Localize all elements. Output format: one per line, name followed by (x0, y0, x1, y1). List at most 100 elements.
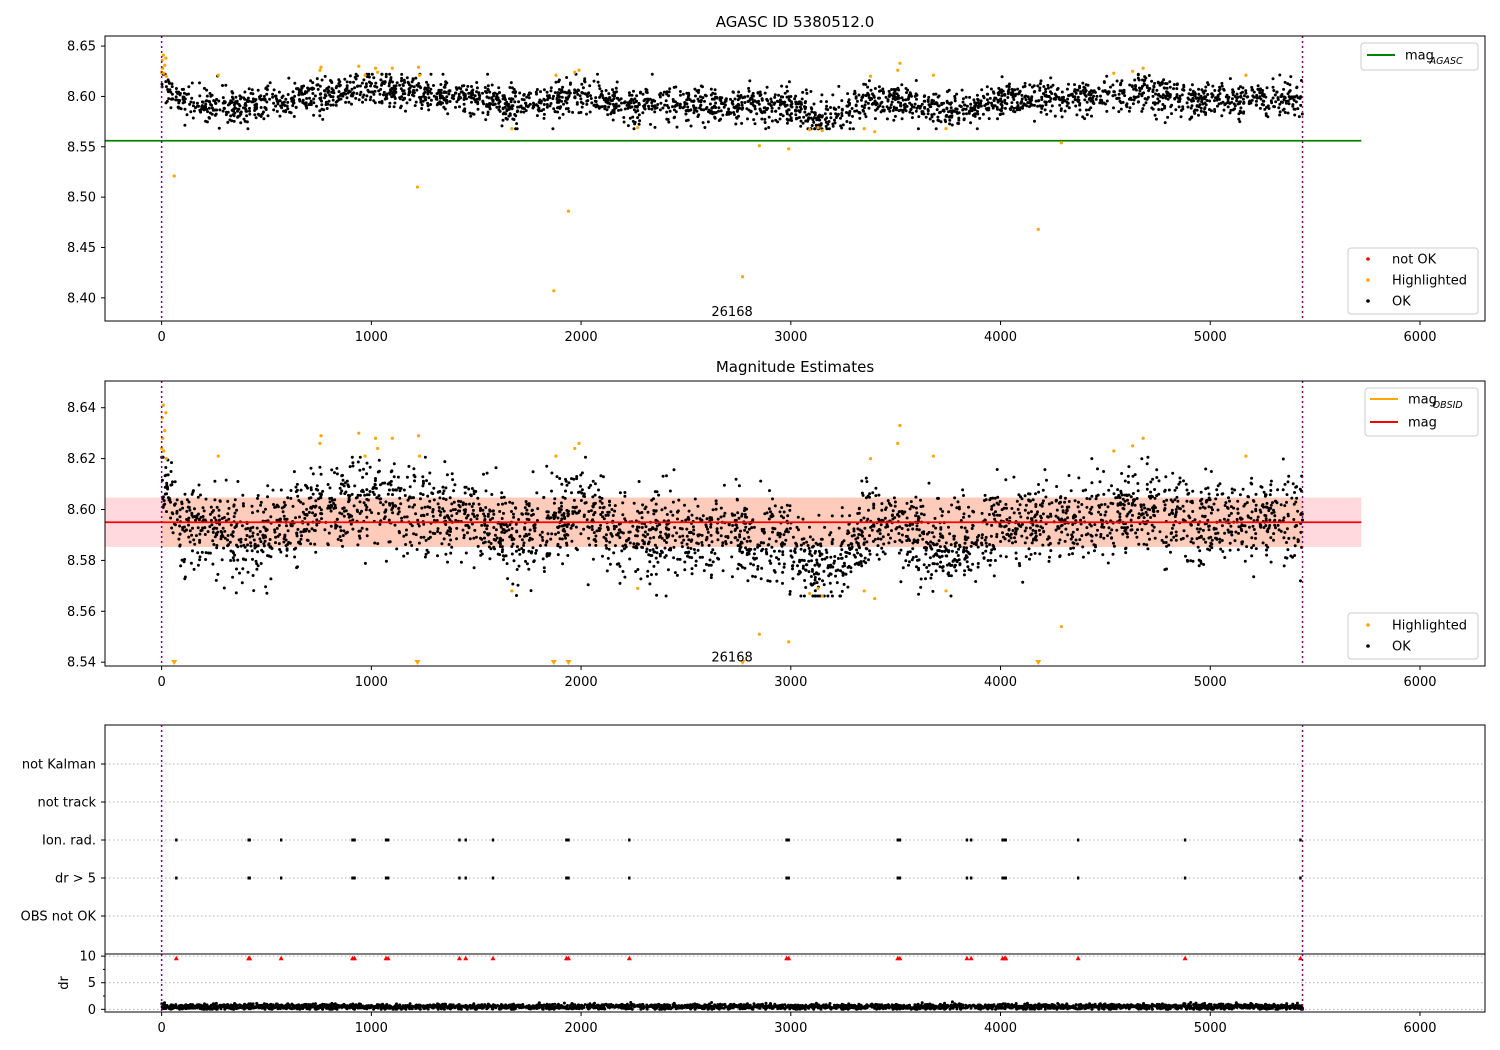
data-point (285, 517, 289, 521)
data-point (849, 566, 853, 570)
data-point (1103, 513, 1107, 517)
data-point (687, 91, 691, 95)
data-point (935, 108, 939, 112)
data-point (313, 514, 317, 518)
data-point (576, 92, 580, 96)
data-point (187, 500, 191, 504)
data-point (256, 532, 260, 536)
data-point (229, 523, 233, 527)
data-point (503, 102, 507, 106)
data-point (1081, 545, 1085, 549)
data-point (522, 544, 526, 547)
data-point (1244, 91, 1248, 95)
data-point (213, 99, 217, 103)
data-point (915, 97, 918, 101)
data-point (208, 525, 212, 529)
data-point (962, 117, 966, 121)
data-point (1026, 516, 1030, 520)
data-point (667, 90, 671, 94)
data-point (1002, 535, 1005, 539)
data-point (937, 539, 941, 543)
data-point (722, 105, 726, 109)
data-point (565, 525, 569, 529)
data-point (462, 102, 466, 106)
data-point (784, 538, 788, 542)
data-point (552, 107, 556, 111)
data-point (930, 573, 934, 577)
data-point (319, 493, 323, 497)
data-point (795, 542, 798, 546)
data-point (905, 501, 909, 505)
data-point (249, 544, 253, 548)
data-point (1203, 514, 1207, 518)
data-point (973, 105, 977, 109)
data-point (1242, 101, 1246, 105)
data-point (860, 104, 864, 108)
data-point (857, 93, 861, 97)
data-point (492, 92, 495, 96)
data-point (335, 472, 339, 476)
data-point (461, 528, 465, 532)
data-point (193, 542, 197, 546)
data-point (1166, 115, 1170, 119)
data-point (235, 99, 239, 103)
data-point (794, 100, 798, 104)
data-point (552, 501, 556, 505)
data-point (1132, 95, 1136, 99)
data-point (826, 122, 830, 126)
data-point (175, 498, 179, 502)
data-point (606, 528, 610, 532)
data-point (236, 107, 240, 111)
data-point (583, 79, 586, 83)
data-point (167, 498, 171, 502)
data-point (584, 455, 587, 459)
data-point (516, 583, 520, 587)
data-point (350, 87, 354, 91)
data-point (976, 535, 979, 539)
data-point (1224, 501, 1228, 505)
data-point (998, 108, 1002, 112)
data-point (1116, 510, 1120, 514)
data-point (1013, 94, 1017, 98)
data-point (962, 573, 966, 577)
data-point (1112, 90, 1116, 94)
data-point (767, 507, 771, 511)
data-point (704, 94, 708, 98)
data-point (1004, 555, 1008, 559)
data-point (892, 106, 896, 110)
data-point (747, 86, 751, 90)
data-point (351, 461, 355, 465)
data-point (1292, 95, 1296, 99)
data-point (272, 108, 276, 112)
data-point (1036, 84, 1040, 88)
data-point (1228, 111, 1232, 115)
data-point (573, 91, 576, 95)
data-point (707, 563, 711, 567)
data-point (1188, 88, 1192, 92)
data-point (1221, 550, 1225, 553)
data-point (1157, 479, 1161, 483)
data-point (901, 110, 905, 114)
data-point (817, 577, 821, 581)
data-point (546, 98, 549, 102)
data-point (205, 94, 209, 98)
data-point (1016, 105, 1020, 109)
data-point (775, 99, 779, 103)
data-point (414, 533, 418, 537)
data-point (488, 107, 492, 111)
data-point (1010, 105, 1014, 109)
data-point (652, 536, 656, 539)
data-point (542, 570, 546, 573)
data-point (1281, 457, 1285, 461)
data-point (514, 94, 517, 98)
data-point (906, 528, 910, 532)
data-point (501, 106, 505, 110)
data-point (941, 565, 945, 569)
data-point (191, 116, 195, 120)
data-point (1288, 83, 1292, 87)
data-point (976, 545, 980, 549)
data-point (955, 107, 958, 111)
data-point (191, 526, 194, 530)
data-point (223, 536, 227, 540)
data-point (183, 107, 187, 111)
